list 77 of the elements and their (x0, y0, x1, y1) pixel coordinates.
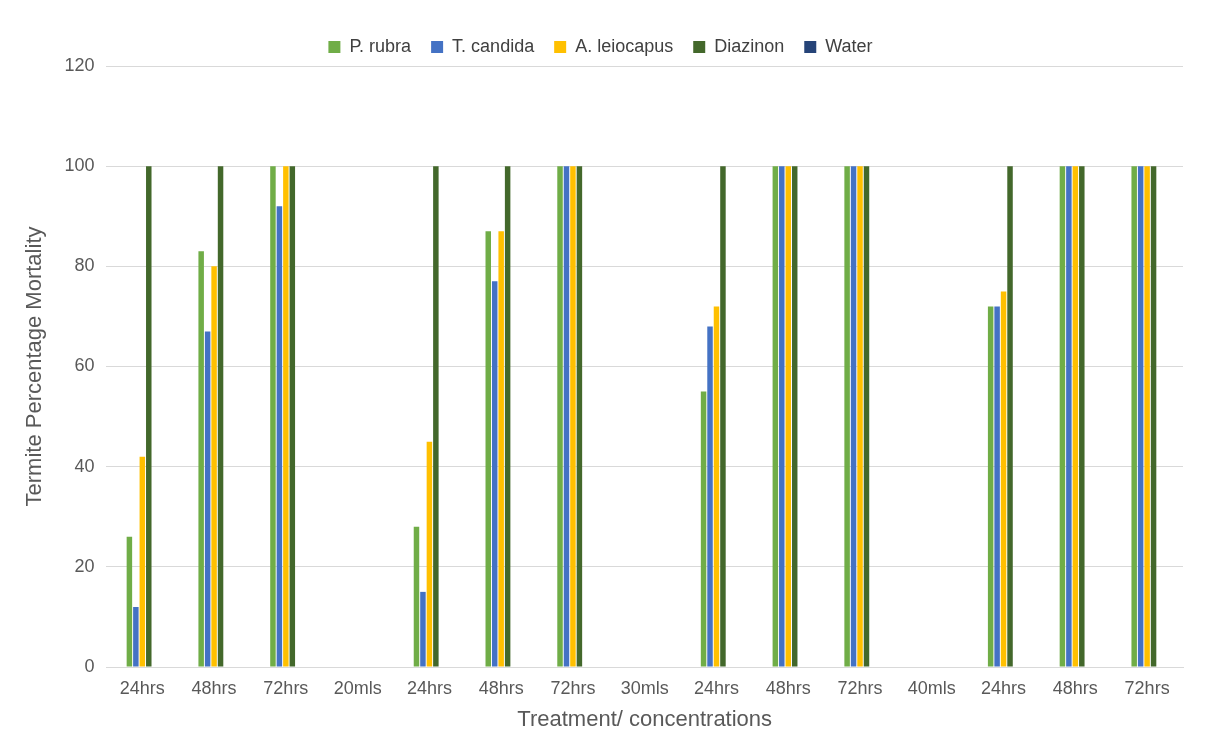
bar (146, 166, 152, 667)
bar (1144, 166, 1150, 667)
x-tick-label: 48hrs (191, 677, 237, 698)
bar (139, 456, 146, 667)
bar (413, 526, 420, 667)
x-tick-label: 72hrs (263, 677, 309, 698)
bar (426, 441, 433, 667)
bar (485, 231, 491, 667)
bar (720, 166, 726, 667)
y-axis-title: Termite Percentage Mortality (21, 226, 47, 507)
bar (420, 591, 426, 667)
bar (1079, 166, 1085, 667)
x-tick-label: 30mls (620, 677, 669, 698)
bar (857, 166, 863, 667)
legend-label: T. candida (452, 35, 536, 56)
bar (994, 306, 1000, 667)
bar (504, 166, 511, 667)
bar (772, 166, 779, 667)
bar (211, 266, 217, 667)
bar (844, 166, 850, 667)
bar (498, 231, 504, 667)
x-tick-label: 48hrs (765, 677, 811, 698)
legend-label: A. leiocapus (575, 35, 674, 56)
y-tick-label: 60 (74, 355, 95, 376)
bar (1137, 166, 1144, 667)
legend-label: Diazinon (714, 35, 785, 56)
bar (570, 166, 576, 667)
x-axis-title: Treatment/ concentrations (517, 705, 773, 731)
x-tick-label: 48hrs (478, 677, 524, 698)
bar (1066, 166, 1072, 667)
x-tick-label: 24hrs (981, 677, 1027, 698)
bar (779, 166, 785, 667)
x-tick-label: 20mls (333, 677, 382, 698)
bar (204, 331, 211, 667)
bar (133, 606, 139, 667)
bar (563, 166, 570, 667)
legend-label: Water (825, 35, 873, 56)
x-tick-label: 24hrs (119, 677, 165, 698)
x-tick-label: 24hrs (693, 677, 739, 698)
y-tick-label: 80 (74, 255, 95, 276)
bar (557, 166, 563, 667)
x-tick-label: 48hrs (1052, 677, 1098, 698)
bar (270, 166, 276, 667)
x-tick-label: 24hrs (406, 677, 452, 698)
bar (863, 166, 870, 667)
bar (700, 391, 707, 667)
legend-label: P. rubra (349, 35, 413, 56)
bar (491, 281, 498, 667)
x-tick-label: 72hrs (550, 677, 596, 698)
y-tick-label: 40 (74, 455, 95, 476)
bar (217, 166, 224, 667)
bar (1150, 166, 1157, 667)
y-tick-label: 100 (64, 155, 95, 176)
bar (289, 166, 296, 667)
y-tick-label: 20 (74, 555, 95, 576)
bar (707, 326, 713, 667)
bar (283, 166, 289, 667)
bar (713, 306, 720, 667)
bar (1131, 166, 1137, 667)
bar (791, 166, 798, 667)
bar (1000, 291, 1007, 667)
y-tick-label: 120 (64, 54, 95, 75)
bar (987, 306, 994, 667)
bar (1072, 166, 1079, 667)
bar (576, 166, 583, 667)
bar (126, 536, 133, 667)
bar (433, 166, 439, 667)
x-tick-label: 72hrs (837, 677, 883, 698)
bar (785, 166, 791, 667)
bar (198, 251, 204, 667)
bar (850, 166, 857, 667)
bar (1007, 166, 1013, 667)
x-tick-label: 40mls (907, 677, 956, 698)
bar (276, 206, 283, 667)
y-tick-label: 0 (84, 655, 95, 676)
x-tick-label: 72hrs (1124, 677, 1170, 698)
bar (1059, 166, 1066, 667)
